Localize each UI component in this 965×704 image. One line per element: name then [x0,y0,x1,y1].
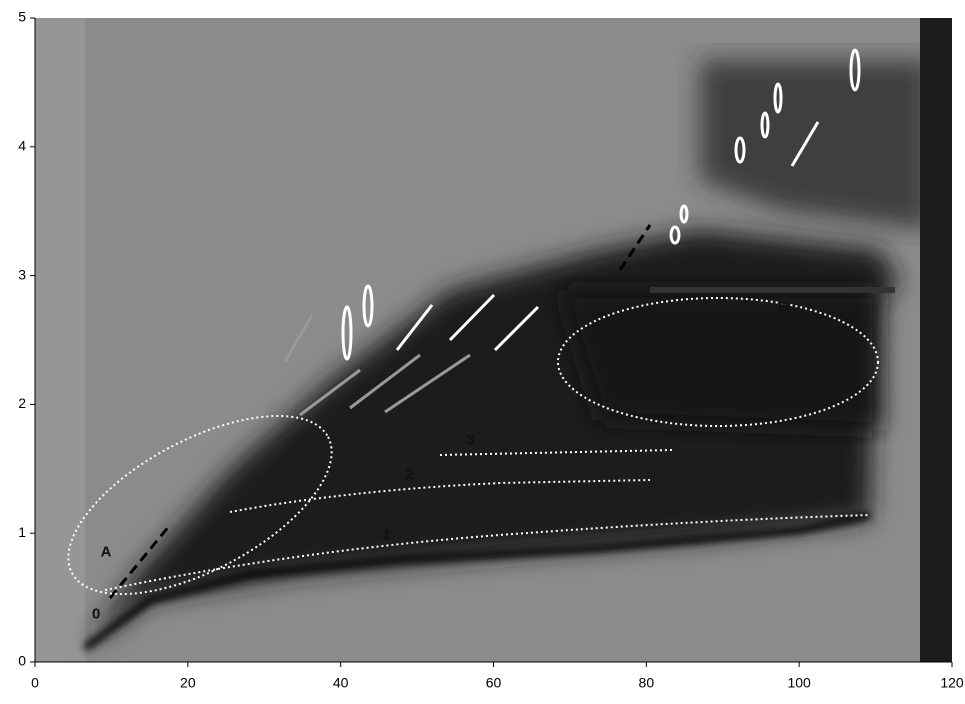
x-tick-label: 40 [333,675,349,691]
x-tick-label: 0 [31,675,39,691]
annotation: B [778,299,789,316]
y-tick-label: 4 [18,138,26,154]
x-tick-label: 60 [486,675,502,691]
x-tick-label: 100 [787,675,811,691]
y-tick-label: 0 [18,653,26,669]
image [35,18,952,662]
annotation: A [101,543,112,560]
annotation: 2 [405,466,413,483]
y-tick-label: 1 [18,524,26,540]
y-tick-label: 2 [18,395,26,411]
x-tick-label: 20 [180,675,196,691]
x-tick-label: 80 [639,675,655,691]
y-tick-label: 3 [18,266,26,282]
x-tick-label: 120 [940,675,964,691]
chart: 0 20 40 60 80 100 120 0 1 2 3 4 5 A B 0 1 2 3 [0,0,965,704]
annotation: 1 [382,527,390,544]
y-tick-label: 5 [18,9,26,25]
annotation: 3 [466,431,474,448]
annotation: 0 [92,605,100,622]
